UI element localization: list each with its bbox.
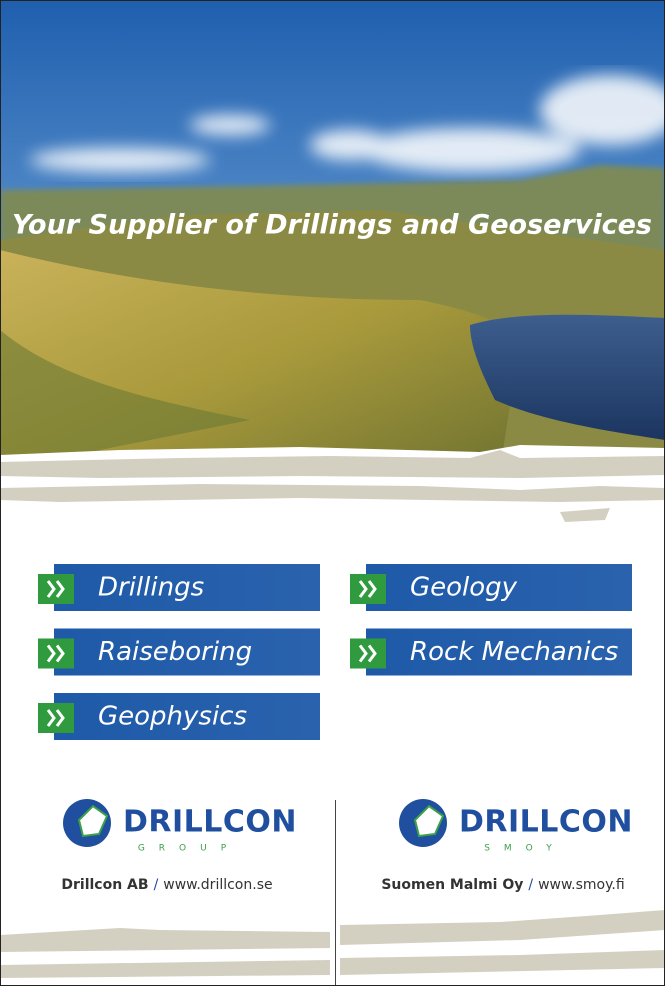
logo-notch	[413, 804, 445, 838]
company-line: Drillcon AB / www.drillcon.se	[61, 877, 272, 893]
button-bar	[366, 628, 632, 676]
service-label: Geology	[410, 573, 518, 603]
company-line: Suomen Malmi Oy / www.smoy.fi	[381, 877, 624, 893]
button-icon-box	[350, 638, 386, 669]
chevron-icon	[358, 644, 377, 663]
company-name: Drillcon AB	[61, 877, 148, 893]
service-label: Rock Mechanics	[410, 637, 618, 667]
logo-brand: DRILLCON	[123, 805, 297, 840]
chevron-icon	[358, 580, 377, 598]
company-name: Suomen Malmi Oy	[381, 877, 523, 893]
separator: /	[154, 877, 159, 893]
chevron-icon	[46, 709, 65, 727]
button-icon-box	[38, 574, 74, 604]
company-url: www.drillcon.se	[163, 877, 272, 893]
logo-notch	[77, 804, 109, 838]
torn-strip-top	[0, 445, 665, 522]
company: DRILLCON GROUP Drillcon AB / www.drillcon.se	[61, 799, 297, 893]
button-icon-box	[350, 574, 386, 604]
service-label: Geophysics	[98, 702, 247, 732]
service-button[interactable]: Rock Mechanics	[350, 628, 632, 676]
button-bar	[366, 564, 632, 611]
service-button[interactable]: Drillings	[38, 564, 320, 611]
logo-brand: DRILLCON	[459, 805, 633, 840]
chevron-icon	[46, 644, 65, 663]
hero-image: Your Supplier of Drillings and Geoservic…	[0, 0, 665, 470]
service-button[interactable]: Geology	[350, 564, 632, 611]
button-icon-box	[38, 638, 74, 669]
service-label: Raiseboring	[98, 637, 252, 667]
button-bar	[54, 564, 320, 611]
company-url: www.smoy.fi	[538, 877, 625, 893]
button-bar	[54, 693, 320, 740]
chevron-icon	[46, 580, 65, 598]
torn-strip-bottom	[0, 910, 665, 978]
service-button[interactable]: Raiseboring	[38, 628, 320, 676]
button-icon-box	[38, 703, 74, 733]
separator: /	[528, 877, 533, 893]
company: DRILLCON SMOY Suomen Malmi Oy / www.smoy.fi	[381, 799, 633, 893]
logo-sub: SMOY	[484, 844, 566, 854]
tagline: Your Supplier of Drillings and Geoservic…	[12, 210, 652, 241]
service-list: Drillings Geology Raiseboring Rock Mechanic…	[38, 564, 632, 740]
logo-sub: GROUP	[138, 844, 240, 854]
service-label: Drillings	[98, 573, 204, 603]
button-bar	[54, 628, 320, 676]
service-button[interactable]: Geophysics	[38, 693, 320, 740]
